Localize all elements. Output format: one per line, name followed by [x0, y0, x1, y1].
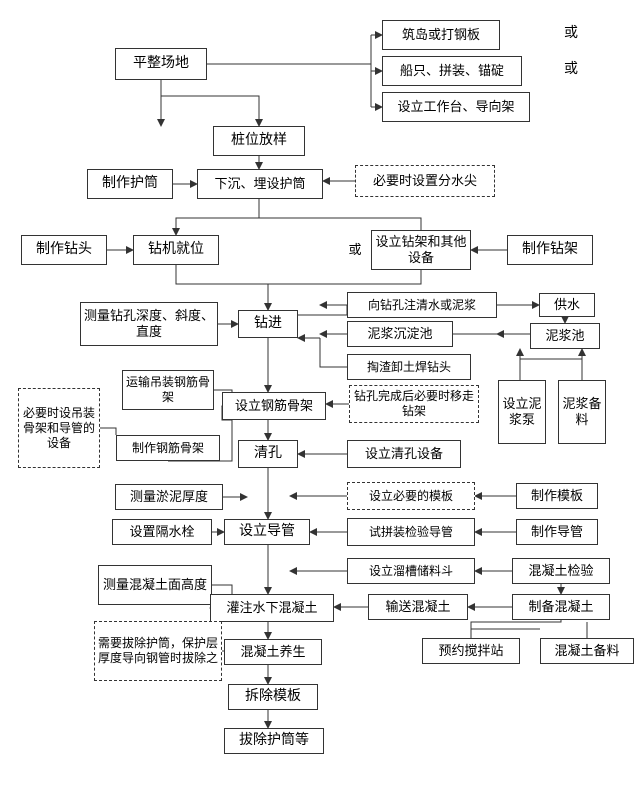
- node-bianyaoshi: 必要时设吊装骨架和导管的设备: [18, 388, 100, 468]
- node-shusonghunningtu: 输送混凝土: [368, 594, 468, 620]
- node-liucao: 设立溜槽储料斗: [347, 558, 475, 584]
- node-zhizuozuantou: 制作钻头: [21, 235, 107, 265]
- node-chendian: 泥浆沉淀池: [347, 321, 453, 347]
- node-gongzuotai: 设立工作台、导向架: [382, 92, 530, 122]
- node-zhudao: 筑岛或打钢板: [382, 20, 500, 50]
- node-yunshudiaozhuang: 运输吊装钢筋骨架: [122, 370, 214, 410]
- node-yuyuejiaoban: 预约搅拌站: [422, 638, 520, 664]
- node-huo3: 或: [343, 240, 367, 260]
- flowchart-stage: 平整场地筑岛或打钢板船只、拼装、锚碇设立工作台、导向架或或桩位放样制作护筒下沉、…: [0, 0, 640, 802]
- node-zhizuohutong: 制作护筒: [87, 169, 173, 199]
- node-shezuanjia: 设立钻架和其他设备: [371, 230, 471, 270]
- node-shedaoguan: 设立导管: [224, 519, 310, 545]
- node-zhuqingshui: 向钻孔注清水或泥浆: [347, 292, 497, 318]
- node-geshuishuan: 设置隔水栓: [112, 519, 212, 545]
- node-zhibeihunningtu: 制备混凝土: [512, 594, 610, 620]
- node-celiangzuankong: 测量钻孔深度、斜度、直度: [80, 302, 218, 346]
- node-zhizuozuanjia: 制作钻架: [507, 235, 593, 265]
- node-huo1: 或: [559, 24, 583, 44]
- node-celianghunningtu: 测量混凝土面高度: [98, 565, 212, 605]
- node-taozha: 掏渣卸土焊钻头: [347, 354, 471, 380]
- node-yangsheng: 混凝土养生: [224, 639, 322, 665]
- node-shenibeng: 设立泥浆泵: [498, 380, 546, 444]
- node-zuankongwancheng: 钻孔完成后必要时移走钻架: [349, 385, 479, 423]
- node-shemuban: 设立必要的模板: [347, 482, 475, 510]
- node-pingzheng: 平整场地: [115, 48, 207, 80]
- node-zuanjin: 钻进: [238, 310, 298, 338]
- node-zhigangjin: 制作钢筋骨架: [116, 435, 220, 461]
- node-xiachen: 下沉、埋设护筒: [197, 169, 323, 199]
- node-chuanzhi: 船只、拼装、锚碇: [382, 56, 522, 86]
- node-huo2: 或: [559, 60, 583, 80]
- node-qingkong: 清孔: [238, 440, 298, 468]
- node-chachumuban: 拆除模板: [228, 684, 318, 710]
- node-zhidaoguan: 制作导管: [516, 519, 598, 545]
- node-shipindaoguan: 试拼装检验导管: [347, 518, 475, 546]
- node-nijiangchi: 泥浆池: [530, 323, 600, 349]
- node-bachuhutong: 拔除护筒等: [224, 728, 324, 754]
- node-guanzhushuixia: 灌注水下混凝土: [210, 594, 334, 622]
- node-nijiangbeiliao: 泥浆备料: [558, 380, 606, 444]
- node-zuanji: 钻机就位: [133, 235, 219, 265]
- node-zhuangwei: 桩位放样: [213, 126, 305, 156]
- node-fenshuijian: 必要时设置分水尖: [355, 165, 495, 197]
- node-celiangyunihou: 测量淤泥厚度: [115, 484, 223, 510]
- node-hunningtujianyan: 混凝土检验: [512, 558, 610, 584]
- node-zhimuban: 制作模板: [516, 483, 598, 509]
- node-xuyaobachu: 需要拔除护筒，保护层厚度导向钢管时拔除之: [94, 621, 222, 681]
- node-hunningtubeiliao: 混凝土备料: [540, 638, 634, 664]
- node-gongshui: 供水: [539, 293, 595, 317]
- node-sheqingkong: 设立清孔设备: [347, 440, 461, 468]
- node-shegangjin: 设立钢筋骨架: [222, 392, 326, 420]
